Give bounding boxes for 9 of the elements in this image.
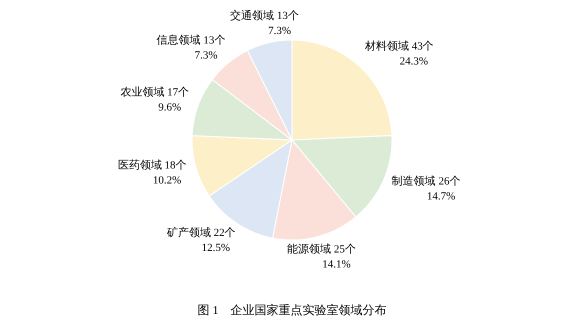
slice-label: 材料领域 43个 24.3%	[364, 39, 434, 68]
slice-label: 矿产领域 22个 12.5%	[166, 226, 236, 254]
slice-label: 制造领域 26个 14.7%	[392, 174, 460, 203]
slice-label: 交通领域 13个 7.3%	[230, 9, 299, 38]
slice-label: 信息领域 13个 7.3%	[156, 34, 226, 62]
slice-label: 能源领域 25个 14.1%	[287, 242, 356, 270]
slice-label: 农业领域 17个 9.6%	[120, 85, 190, 114]
text: 图 1 企业国家重点实验室领域分布	[198, 303, 386, 317]
slice-label: 医药领域 18个 10.2%	[118, 158, 187, 187]
